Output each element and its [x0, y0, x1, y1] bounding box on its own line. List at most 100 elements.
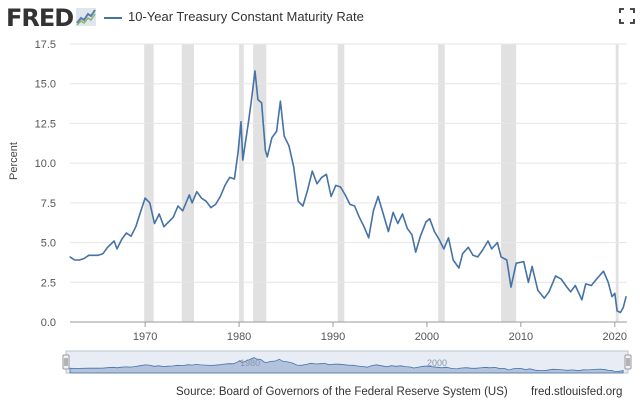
data-point: [496, 241, 498, 244]
site-link[interactable]: fred.stlouisfed.org: [531, 386, 623, 398]
data-point: [560, 278, 562, 280]
data-point: [233, 178, 235, 180]
data-point: [88, 254, 90, 256]
data-point: [210, 207, 212, 209]
data-point: [349, 203, 351, 206]
data-point: [597, 276, 599, 279]
data-point: [438, 238, 440, 240]
navigator-label: 2000: [427, 358, 447, 368]
y-tick-label: 5.0: [41, 238, 56, 250]
y-tick-label: 0.0: [41, 317, 56, 329]
data-point: [472, 254, 474, 256]
data-point: [172, 216, 174, 218]
data-point: [261, 102, 263, 104]
data-point: [244, 146, 246, 148]
data-point: [276, 130, 278, 132]
navigator-label: 1980: [240, 358, 260, 368]
data-point: [607, 281, 609, 283]
data-point: [477, 256, 479, 258]
data-point: [264, 149, 266, 152]
data-point: [83, 257, 85, 260]
y-tick-label: 15.0: [35, 79, 56, 91]
x-tick-label: 2010: [509, 331, 533, 343]
data-point: [425, 221, 427, 223]
data-point: [531, 265, 533, 267]
data-point: [523, 261, 525, 263]
range-navigator[interactable]: 1980 2000: [62, 350, 632, 374]
data-point: [467, 246, 469, 248]
data-point: [121, 238, 123, 240]
data-point: [219, 195, 221, 198]
data-point: [411, 234, 413, 236]
data-point: [458, 267, 460, 269]
data-point: [297, 200, 299, 202]
data-point: [555, 275, 557, 277]
data-point: [177, 205, 179, 207]
data-point: [585, 283, 587, 285]
data-point: [335, 184, 337, 186]
data-point: [358, 216, 360, 218]
data-point: [419, 235, 421, 237]
data-point: [78, 259, 80, 261]
navigator-handle-right[interactable]: [624, 354, 632, 370]
data-point: [433, 230, 436, 233]
recession-band: [438, 44, 445, 322]
x-tick-label: 2020: [603, 331, 627, 343]
data-point: [614, 292, 616, 295]
navigator-handle-left[interactable]: [62, 354, 70, 370]
data-point: [570, 291, 572, 293]
data-point: [288, 145, 290, 147]
x-tick-label: 2000: [415, 331, 439, 343]
data-point: [242, 159, 244, 161]
recession-band: [501, 44, 517, 322]
recession-band: [253, 44, 267, 322]
data-point: [602, 270, 605, 272]
data-point: [113, 240, 115, 242]
data-point: [168, 221, 170, 223]
data-point: [372, 210, 374, 212]
data-point: [452, 259, 454, 261]
data-point: [316, 183, 318, 185]
data-point: [321, 176, 323, 179]
data-point: [447, 237, 450, 239]
data-point: [205, 200, 207, 202]
data-point: [397, 222, 399, 225]
y-tick-label: 12.5: [35, 118, 56, 130]
data-point: [515, 262, 517, 264]
data-point: [543, 297, 545, 299]
data-point: [144, 197, 146, 199]
data-point: [387, 230, 390, 233]
data-point: [153, 222, 156, 225]
data-point: [97, 254, 99, 256]
data-point: [625, 295, 627, 298]
data-point: [163, 226, 165, 228]
data-point: [139, 211, 142, 213]
expand-icon[interactable]: [619, 8, 635, 24]
data-point: [257, 99, 259, 101]
chart-header: FRED 10-Year Treasury Constant Maturity …: [0, 0, 644, 36]
data-point: [506, 259, 508, 261]
data-point: [74, 259, 76, 261]
source-note: Source: Board of Governors of the Federa…: [176, 386, 508, 398]
data-point: [266, 156, 268, 158]
line-chart: 0.0 2.5 5.0 7.5 10.0 12.5 15.0 17.5 1970 1980 1990…: [35, 39, 627, 343]
fred-logo[interactable]: FRED: [6, 4, 74, 32]
data-point: [250, 100, 252, 102]
data-point: [566, 286, 568, 288]
data-point: [292, 165, 295, 167]
data-point: [229, 176, 231, 179]
data-point: [354, 205, 356, 207]
data-point: [279, 100, 282, 102]
data-point: [149, 202, 151, 204]
data-point: [527, 281, 529, 283]
data-point: [510, 286, 512, 288]
data-point: [214, 203, 217, 206]
data-point: [102, 253, 104, 255]
data-point: [574, 284, 576, 287]
navigator-series: [69, 357, 624, 374]
data-point: [581, 299, 583, 301]
data-point: [224, 184, 226, 186]
x-tick-label: 1970: [133, 331, 157, 343]
data-point: [491, 248, 493, 250]
recession-band: [181, 44, 194, 322]
